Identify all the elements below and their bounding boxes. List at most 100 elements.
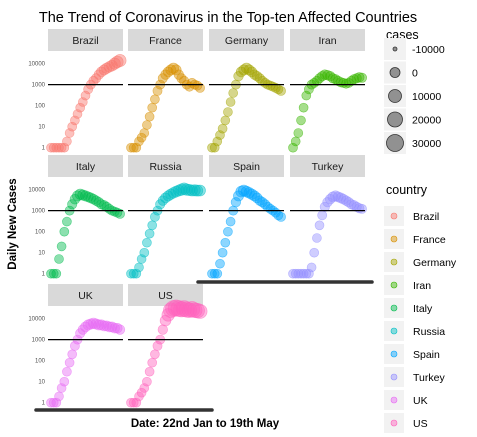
data-point xyxy=(290,136,301,147)
data-point xyxy=(301,268,312,279)
data-point xyxy=(48,268,59,279)
data-point xyxy=(147,220,157,231)
facet-plot-area xyxy=(290,178,365,279)
data-point xyxy=(136,387,147,398)
legend-key xyxy=(384,61,406,84)
color-legend-label: UK xyxy=(413,395,428,407)
color-legend-marker xyxy=(390,258,398,266)
size-legend-marker xyxy=(389,67,401,78)
x-axis-title: Date: 22nd Jan to 19th May xyxy=(131,418,280,430)
data-point xyxy=(51,268,62,279)
data-point xyxy=(128,142,139,153)
y-tick-label: 10000 xyxy=(28,62,45,68)
data-point xyxy=(157,324,168,335)
data-point xyxy=(131,142,142,153)
data-point xyxy=(335,192,347,204)
facet-italy: Italy xyxy=(46,155,125,279)
data-point xyxy=(228,88,238,98)
legend-key xyxy=(384,413,404,433)
data-point xyxy=(293,268,304,279)
y-tick-label: 1 xyxy=(42,272,46,278)
data-point xyxy=(142,237,152,248)
color-legend-label: Iran xyxy=(413,280,431,292)
legend-key xyxy=(384,390,404,410)
size-legend-marker xyxy=(392,46,398,52)
data-point xyxy=(126,142,136,153)
y-tick-label: 10 xyxy=(38,380,45,386)
facet-brazil: Brazil xyxy=(46,29,127,153)
data-point xyxy=(225,216,236,227)
y-tick-label: 10 xyxy=(38,125,45,131)
color-legend-label: Turkey xyxy=(413,372,445,384)
data-point xyxy=(149,211,160,222)
data-point xyxy=(276,211,286,222)
legend-key xyxy=(384,321,404,341)
data-point xyxy=(220,237,231,248)
data-point xyxy=(54,254,64,264)
y-tick-label: 1000 xyxy=(32,83,46,89)
facet-strip xyxy=(209,155,284,177)
facet-strip-label: Iran xyxy=(318,35,336,47)
legend-key xyxy=(384,252,404,272)
size-legend-label: 30000 xyxy=(412,138,441,150)
data-point xyxy=(85,192,97,204)
facet-strip xyxy=(209,29,284,51)
color-legend-label: Spain xyxy=(413,349,440,361)
data-point xyxy=(134,262,144,273)
facet-plot-area xyxy=(209,52,284,153)
facet-plot-area xyxy=(128,52,203,153)
legend-key xyxy=(384,38,406,60)
data-point xyxy=(147,357,157,368)
facet-strip-label: UK xyxy=(78,290,93,302)
data-point xyxy=(46,142,56,153)
data-point xyxy=(62,366,72,377)
data-point xyxy=(131,397,142,408)
data-point xyxy=(309,247,320,258)
data-point xyxy=(54,142,64,153)
data-point xyxy=(62,216,72,227)
data-point xyxy=(56,241,67,252)
data-point xyxy=(351,201,362,212)
color-legend-marker xyxy=(390,350,398,358)
size-legend-marker xyxy=(386,134,404,152)
facet-strip xyxy=(128,29,203,51)
data-point xyxy=(67,121,77,132)
color-legend-marker xyxy=(390,373,398,381)
facet-strip xyxy=(48,155,123,177)
data-point xyxy=(142,376,152,387)
color-legend: country Brazil France Germany Iran Italy Russi… xyxy=(384,183,457,433)
size-legend-label: 10000 xyxy=(412,91,441,103)
y-axis-title: Daily New Cases xyxy=(7,178,19,269)
data-point xyxy=(142,120,152,130)
facet-strip-label: US xyxy=(158,290,173,302)
facet-russia: Russia xyxy=(126,155,206,279)
facet-strip xyxy=(48,29,123,51)
data-point xyxy=(212,268,223,279)
color-legend-marker xyxy=(390,281,398,289)
data-point xyxy=(70,340,80,351)
y-tick-label: 1 xyxy=(42,146,46,152)
data-point xyxy=(150,349,160,360)
data-point xyxy=(147,102,157,113)
data-point xyxy=(152,86,163,96)
data-point xyxy=(338,194,349,205)
data-point xyxy=(144,111,155,122)
color-legend-label: US xyxy=(413,418,428,430)
color-legend-marker xyxy=(390,396,398,404)
data-point xyxy=(194,184,206,197)
color-legend-label: Brazil xyxy=(413,211,439,223)
data-point xyxy=(306,262,317,273)
data-point xyxy=(93,319,105,331)
y-tick-label: 100 xyxy=(35,104,46,110)
data-point xyxy=(46,397,56,408)
color-legend-label: France xyxy=(413,234,446,246)
facet-strip-label: Russia xyxy=(149,161,181,173)
data-point xyxy=(115,208,125,219)
data-point xyxy=(64,357,75,368)
data-point xyxy=(251,192,263,204)
data-point xyxy=(223,226,233,237)
data-point xyxy=(139,383,150,393)
chart-title: The Trend of Coronavirus in the Top-ten … xyxy=(39,10,417,26)
